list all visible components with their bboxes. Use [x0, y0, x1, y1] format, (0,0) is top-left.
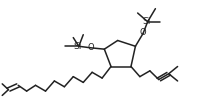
Text: O: O — [140, 28, 147, 37]
Text: Si: Si — [142, 17, 150, 26]
Text: Si: Si — [73, 42, 81, 51]
Text: O: O — [87, 43, 94, 52]
